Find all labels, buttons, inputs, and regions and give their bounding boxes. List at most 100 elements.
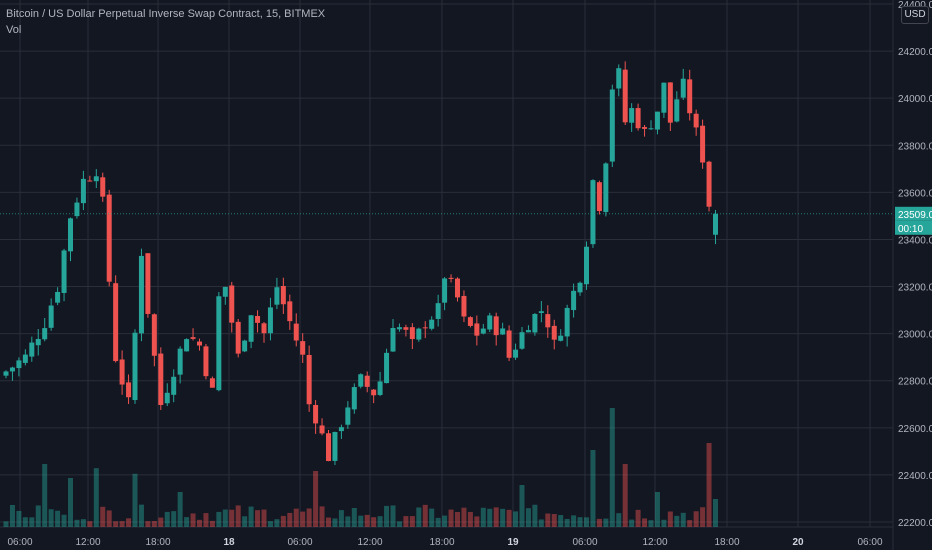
volume-bar xyxy=(364,514,370,527)
price-tick-label: 22400.0 xyxy=(898,471,932,482)
volume-bar xyxy=(351,508,357,527)
price-tick-label: 22600.0 xyxy=(898,424,932,435)
candle-body xyxy=(326,433,331,462)
volume-bar xyxy=(422,504,428,527)
volume-bar xyxy=(119,521,125,527)
volume-bar xyxy=(164,511,170,527)
time-tick-label: 06:00 xyxy=(7,537,32,548)
candle-body xyxy=(293,323,299,341)
candle-body xyxy=(216,296,222,391)
candle-body xyxy=(616,68,622,89)
volume-bar xyxy=(616,513,622,527)
volume-bar xyxy=(229,509,235,527)
candle-body xyxy=(106,194,112,282)
candle-body xyxy=(448,277,454,279)
volume-bar xyxy=(93,468,99,527)
currency-label[interactable]: USD xyxy=(901,6,929,24)
candle-body xyxy=(242,340,248,352)
candle-body xyxy=(538,311,544,314)
volume-bar xyxy=(693,511,699,527)
candle-body xyxy=(203,346,209,377)
candle-body xyxy=(519,332,525,349)
volume-bar xyxy=(177,492,183,527)
volume-bar xyxy=(538,519,544,527)
volume-bar xyxy=(138,504,144,527)
volume-bar xyxy=(209,520,215,527)
volume-bar xyxy=(100,506,106,527)
candle-body xyxy=(61,250,67,293)
candle-body xyxy=(164,392,170,404)
volume-bar xyxy=(145,521,151,527)
candle-body xyxy=(209,378,215,388)
volume-bar xyxy=(661,519,667,527)
candle-body xyxy=(358,374,364,387)
candle-body xyxy=(255,315,261,323)
candle-body xyxy=(132,332,138,401)
time-tick-label: 06:00 xyxy=(287,537,312,548)
candle-body xyxy=(474,323,480,336)
volume-bar xyxy=(648,520,654,527)
candle-body xyxy=(416,328,422,340)
volume-bar xyxy=(525,508,531,527)
candle-body xyxy=(680,78,686,98)
volume-bar xyxy=(80,519,86,527)
candle-body xyxy=(184,339,190,352)
current-price-badge xyxy=(895,206,932,221)
symbol-title[interactable]: Bitcoin / US Dollar Perpetual Inverse Sw… xyxy=(6,8,326,20)
time-tick-label: 12:00 xyxy=(357,537,382,548)
volume-bar xyxy=(596,518,602,527)
candle-body xyxy=(693,113,699,128)
time-tick-label: 12:00 xyxy=(642,537,667,548)
candle-body xyxy=(345,407,351,425)
candle-body xyxy=(197,341,202,346)
candle-body xyxy=(80,178,86,204)
volume-bar xyxy=(332,518,338,527)
candle-body xyxy=(584,246,589,285)
candle-body xyxy=(319,425,325,434)
volume-bar xyxy=(654,492,660,527)
candle-body xyxy=(590,180,596,245)
volume-bar xyxy=(371,517,377,527)
candle-body xyxy=(571,290,577,311)
volume-bar xyxy=(87,521,93,527)
volume-bar xyxy=(577,517,583,527)
candle-body xyxy=(267,307,273,334)
candle-body xyxy=(384,352,390,384)
candle-body xyxy=(642,127,648,129)
candle-body xyxy=(74,202,80,217)
candle-body xyxy=(158,353,164,405)
candle-body xyxy=(280,286,286,305)
volume-bar xyxy=(396,521,402,527)
volume-bar xyxy=(409,516,415,527)
time-tick-label: 06:00 xyxy=(572,537,597,548)
volume-bar xyxy=(455,512,460,527)
volume-bar xyxy=(493,507,499,527)
time-tick-label: 18:00 xyxy=(714,537,739,548)
volume-bar xyxy=(390,505,396,527)
price-tick-label: 23800.0 xyxy=(898,141,932,152)
current-price-label: 23509.0 xyxy=(898,210,932,221)
volume-bar xyxy=(126,518,132,527)
candle-body xyxy=(261,323,267,334)
candle-body xyxy=(461,295,467,317)
price-tick-label: 22200.0 xyxy=(898,518,932,529)
candle-body xyxy=(706,161,712,207)
price-tick-label: 23200.0 xyxy=(898,283,932,294)
candle-body xyxy=(506,330,512,358)
volume-bar xyxy=(184,517,190,527)
countdown-label: 00:10 xyxy=(898,224,923,235)
volume-bar xyxy=(248,506,254,527)
candle-body xyxy=(42,328,48,340)
volume-bar xyxy=(629,519,635,527)
volume-bar xyxy=(35,505,41,527)
candle-body xyxy=(493,316,499,336)
candle-body xyxy=(525,330,531,333)
volume-bar xyxy=(16,510,22,527)
volume-bar xyxy=(506,509,512,527)
volume-bar xyxy=(551,513,557,527)
volume-indicator-label[interactable]: Vol xyxy=(6,24,22,36)
volume-bar xyxy=(519,485,525,527)
volume-bar xyxy=(603,518,609,527)
